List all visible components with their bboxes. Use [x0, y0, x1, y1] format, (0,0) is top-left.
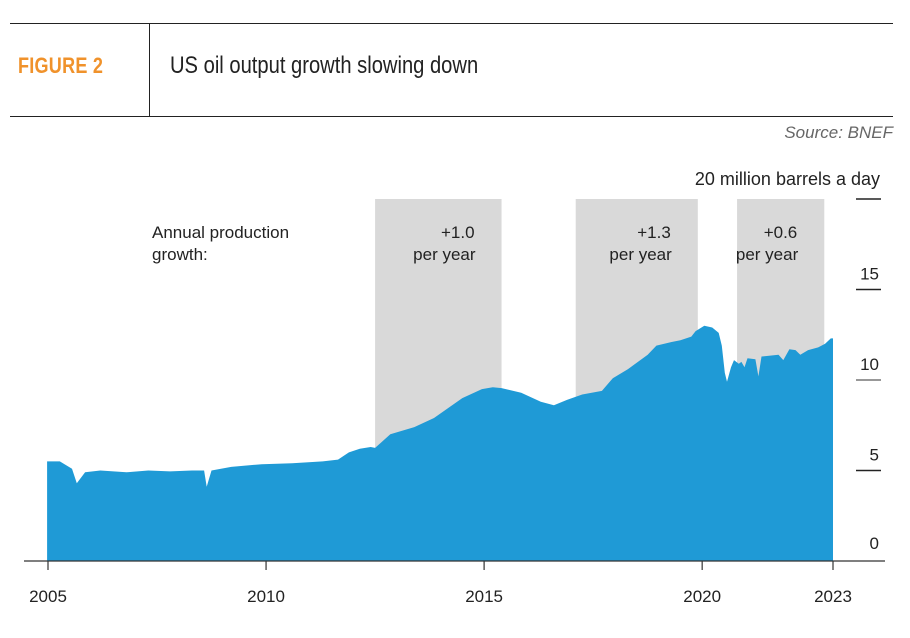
source-note: Source: BNEF — [784, 123, 893, 142]
header-top-rule — [10, 23, 893, 24]
y-tick-label: 10 — [860, 355, 879, 374]
growth-band-value-2: +1.3 — [637, 223, 671, 242]
x-tick-label: 2005 — [29, 587, 67, 606]
x-tick-label: 2015 — [465, 587, 503, 606]
y-tick-label: 15 — [860, 265, 879, 284]
y-tick-label: 0 — [870, 534, 879, 553]
annotation-title-line1: Annual production — [152, 223, 289, 242]
growth-band-unit-3: per year — [736, 245, 799, 264]
header-divider — [149, 23, 150, 116]
growth-band-unit-2: per year — [609, 245, 672, 264]
growth-band-unit-1: per year — [413, 245, 476, 264]
growth-band-labels: +1.0 per year +1.3 per year +0.6 per year — [413, 223, 798, 264]
axes: 2005 2010 2015 2020 2023 0 5 10 15 — [24, 198, 885, 606]
annotation-title-line2: growth: — [152, 245, 208, 264]
y-tick-label: 5 — [870, 446, 879, 465]
x-tick-label: 2010 — [247, 587, 285, 606]
production-area — [47, 325, 834, 561]
figure-title: US oil output growth slowing down — [170, 52, 479, 79]
x-tick-label: 2023 — [814, 587, 852, 606]
growth-band-value-1: +1.0 — [441, 223, 475, 242]
y-axis-unit-label: 20 million barrels a day — [695, 169, 880, 189]
x-tick-label: 2020 — [683, 587, 721, 606]
growth-band-value-3: +0.6 — [764, 223, 798, 242]
figure-label: FIGURE 2 — [18, 53, 104, 78]
header-bottom-rule — [10, 116, 893, 117]
